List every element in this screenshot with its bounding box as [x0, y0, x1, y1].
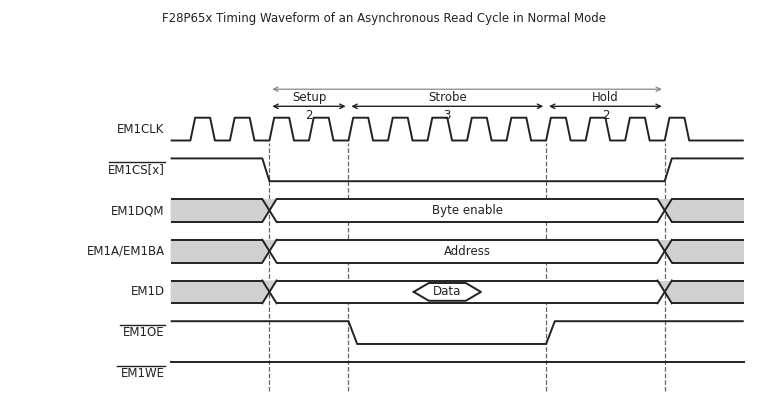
Text: EM1WE: EM1WE — [120, 367, 165, 380]
Text: EM1D: EM1D — [130, 286, 165, 298]
Text: EM1CS[x]: EM1CS[x] — [108, 163, 165, 176]
Text: 3: 3 — [443, 109, 451, 122]
Text: 2: 2 — [601, 109, 609, 122]
Text: EM1OE: EM1OE — [123, 326, 165, 339]
Text: Strobe: Strobe — [428, 91, 466, 104]
Polygon shape — [413, 283, 481, 301]
Text: F28P65x Timing Waveform of an Asynchronous Read Cycle in Normal Mode: F28P65x Timing Waveform of an Asynchrono… — [162, 12, 605, 25]
Text: Data: Data — [433, 286, 462, 298]
Polygon shape — [657, 240, 744, 262]
Polygon shape — [170, 281, 277, 303]
Polygon shape — [657, 199, 744, 222]
Polygon shape — [277, 199, 657, 222]
Text: Hold: Hold — [592, 91, 619, 104]
Text: EM1DQM: EM1DQM — [111, 204, 165, 217]
Text: 2: 2 — [305, 109, 313, 122]
Text: Address: Address — [443, 245, 491, 258]
Polygon shape — [170, 240, 277, 262]
Text: Setup: Setup — [291, 91, 326, 104]
Polygon shape — [170, 199, 277, 222]
Text: EM1A/EM1BA: EM1A/EM1BA — [87, 245, 165, 258]
Text: EM1CLK: EM1CLK — [117, 123, 165, 136]
Polygon shape — [657, 281, 744, 303]
Polygon shape — [277, 240, 657, 262]
Text: Byte enable: Byte enable — [432, 204, 502, 217]
Polygon shape — [277, 281, 657, 303]
